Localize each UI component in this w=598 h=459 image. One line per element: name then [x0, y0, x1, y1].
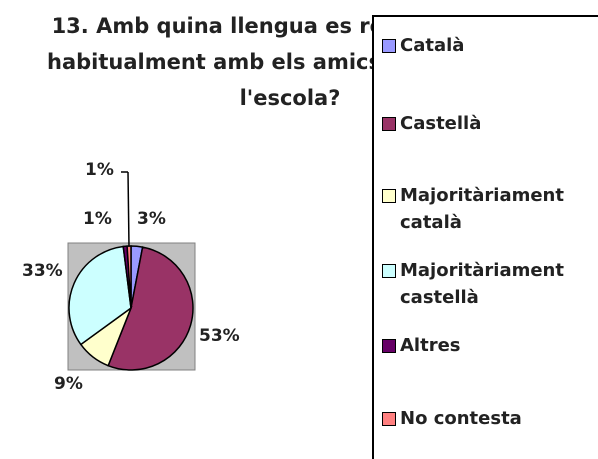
legend-swatch [382, 117, 396, 131]
legend-swatch [382, 339, 396, 353]
legend-swatch [382, 39, 396, 53]
legend-swatch [382, 412, 396, 426]
legend-entry: Majoritàriament català [382, 182, 582, 236]
legend-label: Altres [400, 335, 461, 356]
data-label: 33% [22, 261, 63, 281]
data-label: 3% [137, 209, 166, 229]
legend-swatch [382, 264, 396, 278]
legend: Català Castellà Majoritàriament català Majo… [372, 15, 598, 459]
legend-swatch [382, 189, 396, 203]
data-label: 53% [199, 326, 240, 346]
legend-label: Català [400, 35, 465, 56]
leader-line [127, 171, 130, 248]
legend-label: Majoritàriament castellà [400, 260, 564, 308]
legend-entry: Castellà [382, 110, 582, 137]
legend-entry: No contesta [382, 405, 582, 432]
pie [68, 245, 194, 371]
pie-slice [126, 245, 132, 309]
legend-label: No contesta [400, 408, 522, 429]
title-line: l'escola? [239, 86, 341, 110]
legend-entry: Català [382, 32, 582, 59]
pie-slice [107, 246, 194, 371]
legend-entry: Altres [382, 332, 582, 359]
legend-label: Castellà [400, 113, 482, 134]
data-label: 1% [83, 209, 112, 229]
legend-label: Majoritàriament català [400, 185, 564, 233]
pie-slice [68, 245, 132, 346]
data-label: 1% [85, 160, 114, 180]
legend-entry: Majoritàriament castellà [382, 257, 582, 311]
data-label: 9% [54, 374, 83, 394]
